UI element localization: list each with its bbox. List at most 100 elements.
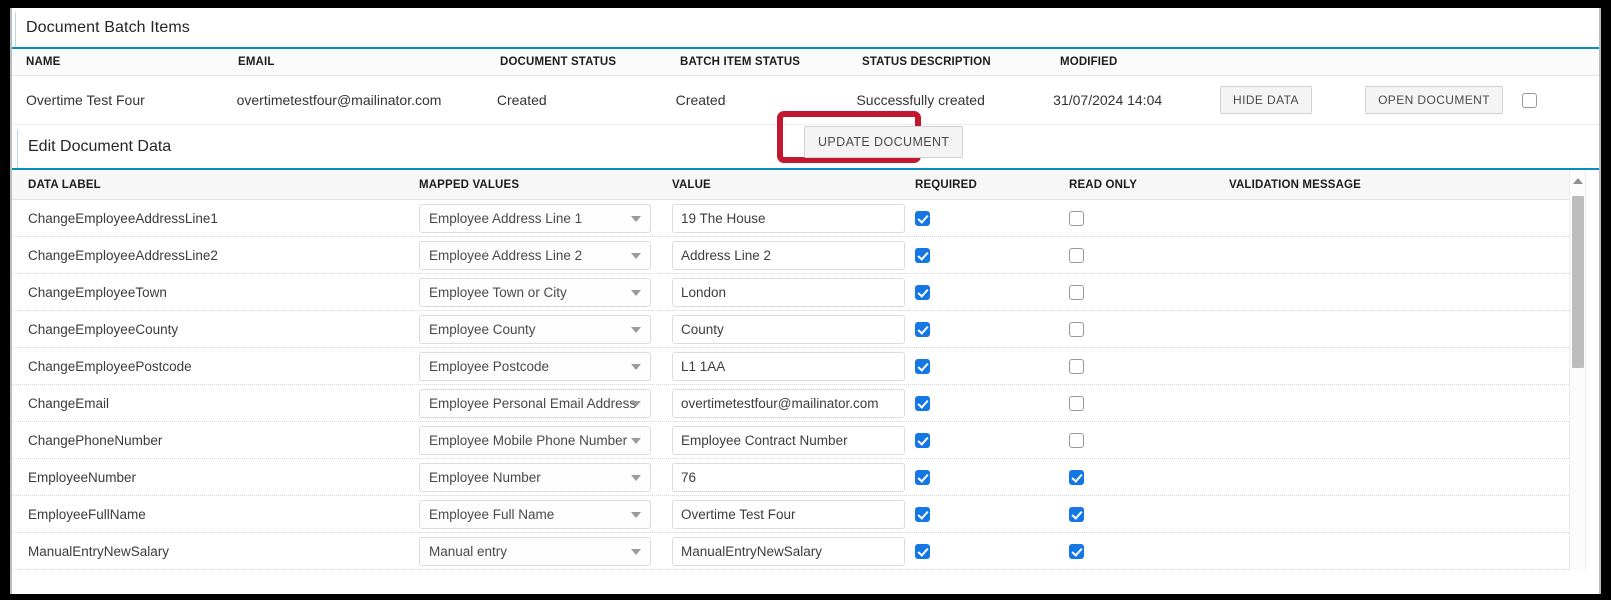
chevron-down-icon — [631, 327, 641, 333]
scroll-up-icon[interactable] — [1570, 170, 1585, 192]
cell-data-label: EmployeeFullName — [28, 506, 146, 522]
value-input[interactable]: overtimetestfour@mailinator.com — [672, 388, 905, 418]
read-only-checkbox[interactable] — [1069, 432, 1084, 448]
app-window: Document Batch Items NAME EMAIL DOCUMENT… — [10, 8, 1601, 594]
column-header-email: EMAIL — [238, 56, 275, 68]
value-input[interactable]: London — [672, 277, 905, 307]
value-input[interactable]: Employee Contract Number — [672, 425, 905, 455]
cell-data-label: ManualEntryNewSalary — [28, 543, 170, 559]
page-title: Document Batch Items — [26, 18, 190, 36]
read-only-checkbox[interactable] — [1069, 543, 1084, 559]
chevron-down-icon — [631, 549, 641, 555]
required-checkbox[interactable] — [915, 469, 930, 485]
column-header-batch-item-status: BATCH ITEM STATUS — [680, 56, 801, 68]
required-checkbox[interactable] — [915, 506, 930, 522]
edit-document-data-panel: Edit Document Data UPDATE DOCUMENT DATA … — [12, 111, 1599, 570]
hide-data-button[interactable]: HIDE DATA — [1220, 86, 1312, 114]
mapped-values-selected: Employee Address Line 2 — [429, 247, 583, 263]
chevron-down-icon — [631, 475, 641, 481]
value-input[interactable]: 19 The House — [672, 203, 905, 233]
table-row[interactable]: ChangePhoneNumber Employee Mobile Phone N… — [12, 422, 1599, 459]
mapped-values-select[interactable]: Employee Postcode — [419, 351, 651, 381]
read-only-checkbox[interactable] — [1069, 506, 1084, 522]
read-only-checkbox[interactable] — [1069, 284, 1084, 300]
required-checkbox[interactable] — [915, 358, 930, 374]
required-checkbox[interactable] — [915, 543, 930, 559]
required-checkbox[interactable] — [915, 432, 930, 448]
table-row[interactable]: ChangeEmail Employee Personal Email Addre… — [12, 385, 1599, 422]
table-row[interactable]: Overtime Test Four overtimetestfour@mail… — [12, 76, 1599, 125]
edit-data-grid: DATA LABEL MAPPED VALUES VALUE REQUIRED … — [12, 170, 1599, 570]
batch-table-header-row: NAME EMAIL DOCUMENT STATUS BATCH ITEM ST… — [12, 49, 1599, 76]
table-row[interactable]: ChangeEmployeeTown Employee Town or City L… — [12, 274, 1599, 311]
chevron-down-icon — [631, 290, 641, 296]
table-row[interactable]: ChangeEmployeeCounty Employee County Count… — [12, 311, 1599, 348]
mapped-values-select[interactable]: Employee Address Line 2 — [419, 240, 651, 270]
table-row[interactable]: ChangeEmployeeAddressLine2 Employee Addre… — [12, 237, 1599, 274]
update-document-button[interactable]: UPDATE DOCUMENT — [804, 126, 964, 158]
mapped-values-select[interactable]: Employee Mobile Phone Number — [419, 425, 651, 455]
table-row[interactable]: ManualEntryNewSalary Manual entry ManualEn… — [12, 533, 1599, 570]
edit-document-data-header: Edit Document Data UPDATE DOCUMENT — [12, 111, 1599, 170]
read-only-checkbox[interactable] — [1069, 395, 1084, 411]
read-only-checkbox[interactable] — [1069, 358, 1084, 374]
table-row[interactable]: ChangeEmployeePostcode Employee Postcode L… — [12, 348, 1599, 385]
chevron-down-icon — [631, 253, 641, 259]
read-only-checkbox[interactable] — [1069, 321, 1084, 337]
required-checkbox[interactable] — [915, 395, 930, 411]
value-input[interactable]: Overtime Test Four — [672, 499, 905, 529]
mapped-values-selected: Employee Personal Email Address — [429, 395, 637, 411]
column-header-name: NAME — [26, 56, 61, 68]
read-only-checkbox[interactable] — [1069, 469, 1084, 485]
value-input[interactable]: L1 1AA — [672, 351, 905, 381]
chevron-down-icon — [631, 438, 641, 444]
chevron-down-icon — [631, 512, 641, 518]
grid-rows-container: ChangeEmployeeAddressLine1 Employee Addre… — [12, 200, 1599, 570]
column-header-value: VALUE — [672, 178, 711, 191]
document-batch-items-panel: Document Batch Items NAME EMAIL DOCUMENT… — [12, 8, 1599, 125]
value-input[interactable]: Address Line 2 — [672, 240, 905, 270]
mapped-values-select[interactable]: Employee Town or City — [419, 277, 651, 307]
read-only-checkbox[interactable] — [1069, 247, 1084, 263]
mapped-values-select[interactable]: Employee County — [419, 314, 651, 344]
column-header-validation-message: VALIDATION MESSAGE — [1229, 178, 1361, 191]
value-input[interactable]: ManualEntryNewSalary — [672, 536, 905, 566]
mapped-values-select[interactable]: Employee Full Name — [419, 499, 651, 529]
cell-data-label: ChangeEmail — [28, 395, 110, 411]
mapped-values-selected: Employee Mobile Phone Number — [429, 432, 628, 448]
mapped-values-select[interactable]: Employee Address Line 1 — [419, 203, 651, 233]
column-header-mapped-values: MAPPED VALUES — [419, 178, 520, 191]
column-header-modified: MODIFIED — [1060, 56, 1118, 68]
vertical-scrollbar[interactable] — [1569, 170, 1585, 570]
cell-data-label: EmployeeNumber — [28, 469, 137, 485]
column-header-required: REQUIRED — [915, 178, 977, 191]
value-input[interactable]: 76 — [672, 462, 905, 492]
open-document-button[interactable]: OPEN DOCUMENT — [1365, 86, 1503, 114]
cell-data-label: ChangeEmployeePostcode — [28, 358, 192, 374]
chevron-down-icon — [631, 364, 641, 370]
required-checkbox[interactable] — [915, 284, 930, 300]
column-header-status-description: STATUS DESCRIPTION — [862, 56, 991, 68]
cell-modified: 31/07/2024 14:04 — [1053, 92, 1163, 108]
mapped-values-selected: Employee Postcode — [429, 358, 550, 374]
mapped-values-selected: Employee Full Name — [429, 506, 555, 522]
table-row[interactable]: EmployeeNumber Employee Number 76 — [12, 459, 1599, 496]
required-checkbox[interactable] — [915, 210, 930, 226]
mapped-values-select[interactable]: Employee Personal Email Address — [419, 388, 651, 418]
cell-data-label: ChangeEmployeeAddressLine1 — [28, 210, 218, 226]
table-row[interactable]: EmployeeFullName Employee Full Name Overti… — [12, 496, 1599, 533]
mapped-values-select[interactable]: Employee Number — [419, 462, 651, 492]
read-only-checkbox[interactable] — [1069, 210, 1084, 226]
table-row[interactable]: ChangeEmployeeAddressLine1 Employee Addre… — [12, 200, 1599, 237]
required-checkbox[interactable] — [915, 321, 930, 337]
required-checkbox[interactable] — [915, 247, 930, 263]
mapped-values-select[interactable]: Manual entry — [419, 536, 651, 566]
row-select-checkbox[interactable] — [1522, 92, 1538, 108]
column-header-read-only: READ ONLY — [1069, 178, 1138, 191]
scrollbar-thumb[interactable] — [1572, 196, 1584, 368]
value-input[interactable]: County — [672, 314, 905, 344]
cell-status-description: Successfully created — [856, 92, 985, 108]
section-title: Edit Document Data — [28, 137, 172, 155]
update-document-area: UPDATE DOCUMENT — [777, 111, 964, 163]
